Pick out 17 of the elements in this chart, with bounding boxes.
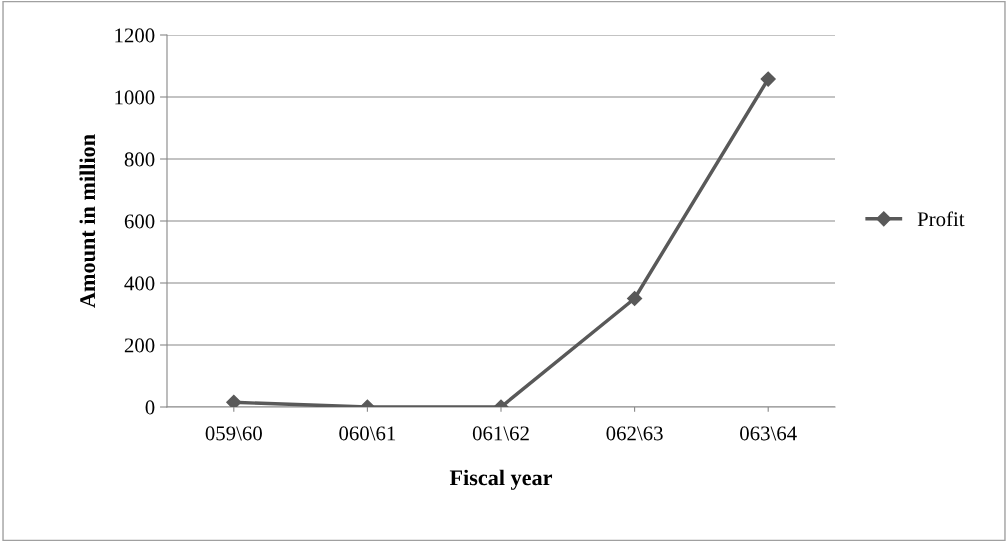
point [760,71,776,87]
x-axis-title: Fiscal year [449,469,553,490]
x-tick-label: 059\60 [205,426,262,441]
x-tick-label: 061\62 [472,426,529,441]
x-tick-label: 063\64 [740,426,797,441]
x-tick-label: 062\63 [606,426,663,441]
y-tick-label: 800 [124,152,155,167]
y-tick-label: 1000 [115,90,155,105]
y-tick-label: 1200 [115,28,155,43]
y-axis-title: Amount in million [79,134,96,308]
y-tick-label: 400 [124,276,155,291]
y-tick-label: 200 [124,338,155,353]
point [226,394,242,407]
x-tick-label: 060\61 [339,426,396,441]
legend-label: Profit [917,211,965,227]
y-tick-label: 600 [124,214,155,229]
y-tick-label: 0 [145,400,155,415]
